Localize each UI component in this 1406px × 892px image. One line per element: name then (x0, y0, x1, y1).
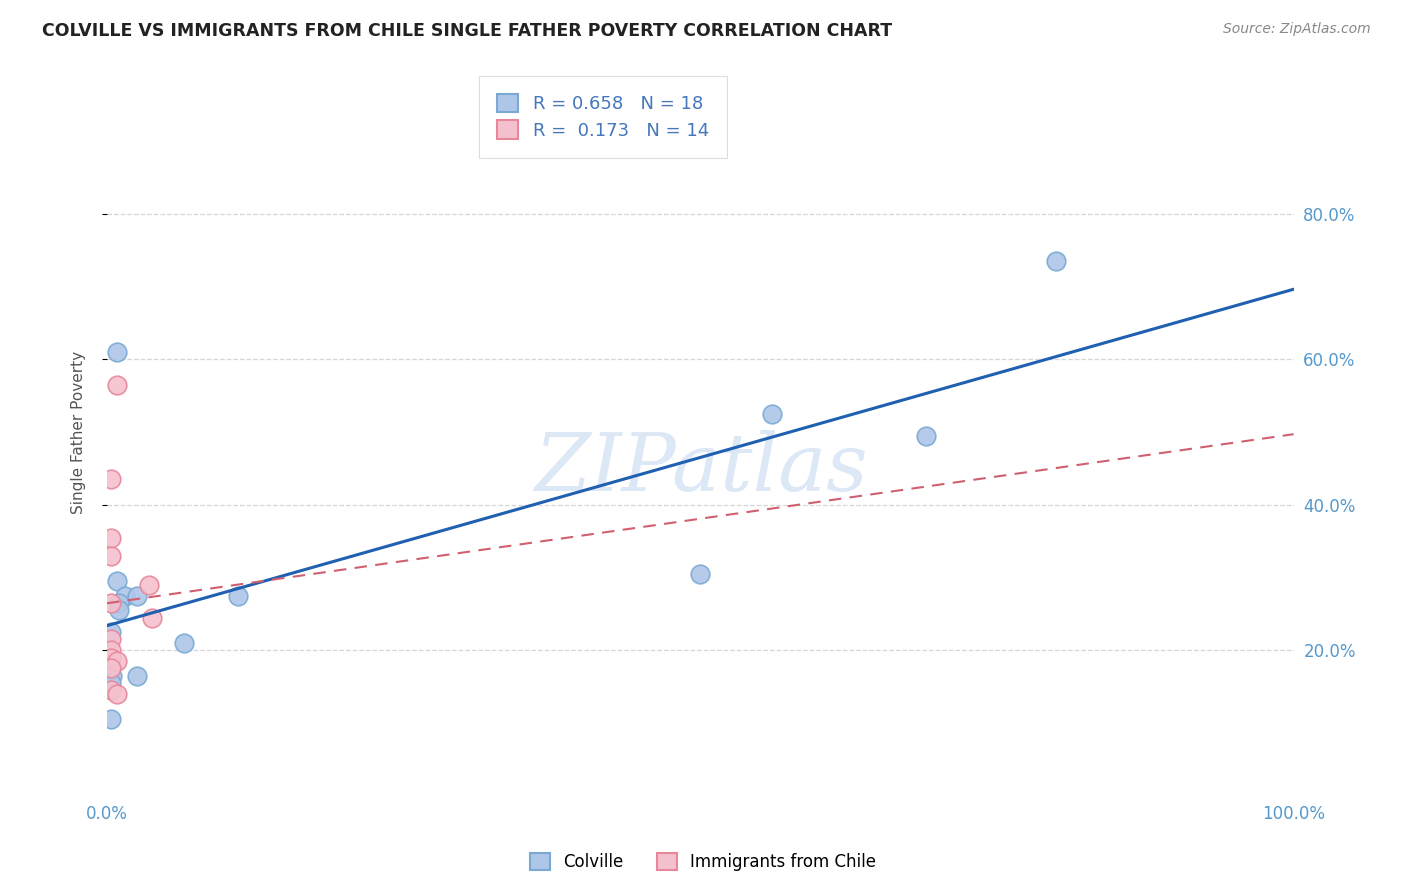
Point (761, 407, 783, 421)
Point (914, 429, 936, 443)
Point (100, 531, 122, 545)
Point (108, 603, 131, 617)
Legend: Colville, Immigrants from Chile: Colville, Immigrants from Chile (522, 845, 884, 880)
Point (125, 669, 148, 683)
Point (100, 625, 122, 640)
Point (100, 683, 122, 698)
Point (101, 669, 124, 683)
Point (114, 589, 136, 603)
Y-axis label: Single Father Poverty: Single Father Poverty (72, 351, 86, 514)
Point (100, 712, 122, 726)
Point (689, 566, 711, 581)
Legend: R = 0.658   N = 18, R =  0.173   N = 14: R = 0.658 N = 18, R = 0.173 N = 14 (484, 81, 721, 153)
Point (105, 377, 128, 392)
Point (125, 589, 148, 603)
Point (226, 589, 249, 603)
Point (138, 578, 160, 592)
Point (100, 661, 122, 675)
Point (100, 676, 122, 690)
Text: ZIPatlas: ZIPatlas (534, 430, 868, 508)
Point (100, 650, 122, 665)
Text: Source: ZipAtlas.com: Source: ZipAtlas.com (1223, 22, 1371, 37)
Point (105, 574, 128, 589)
Text: COLVILLE VS IMMIGRANTS FROM CHILE SINGLE FATHER POVERTY CORRELATION CHART: COLVILLE VS IMMIGRANTS FROM CHILE SINGLE… (42, 22, 893, 40)
Point (105, 654, 128, 668)
Point (105, 687, 128, 701)
Point (108, 596, 131, 610)
Point (1045, 254, 1067, 268)
Point (100, 596, 122, 610)
Point (173, 636, 195, 650)
Point (100, 650, 122, 665)
Point (100, 632, 122, 647)
Point (105, 345, 128, 359)
Point (100, 643, 122, 657)
Point (100, 472, 122, 486)
Point (100, 549, 122, 563)
Point (141, 610, 163, 624)
